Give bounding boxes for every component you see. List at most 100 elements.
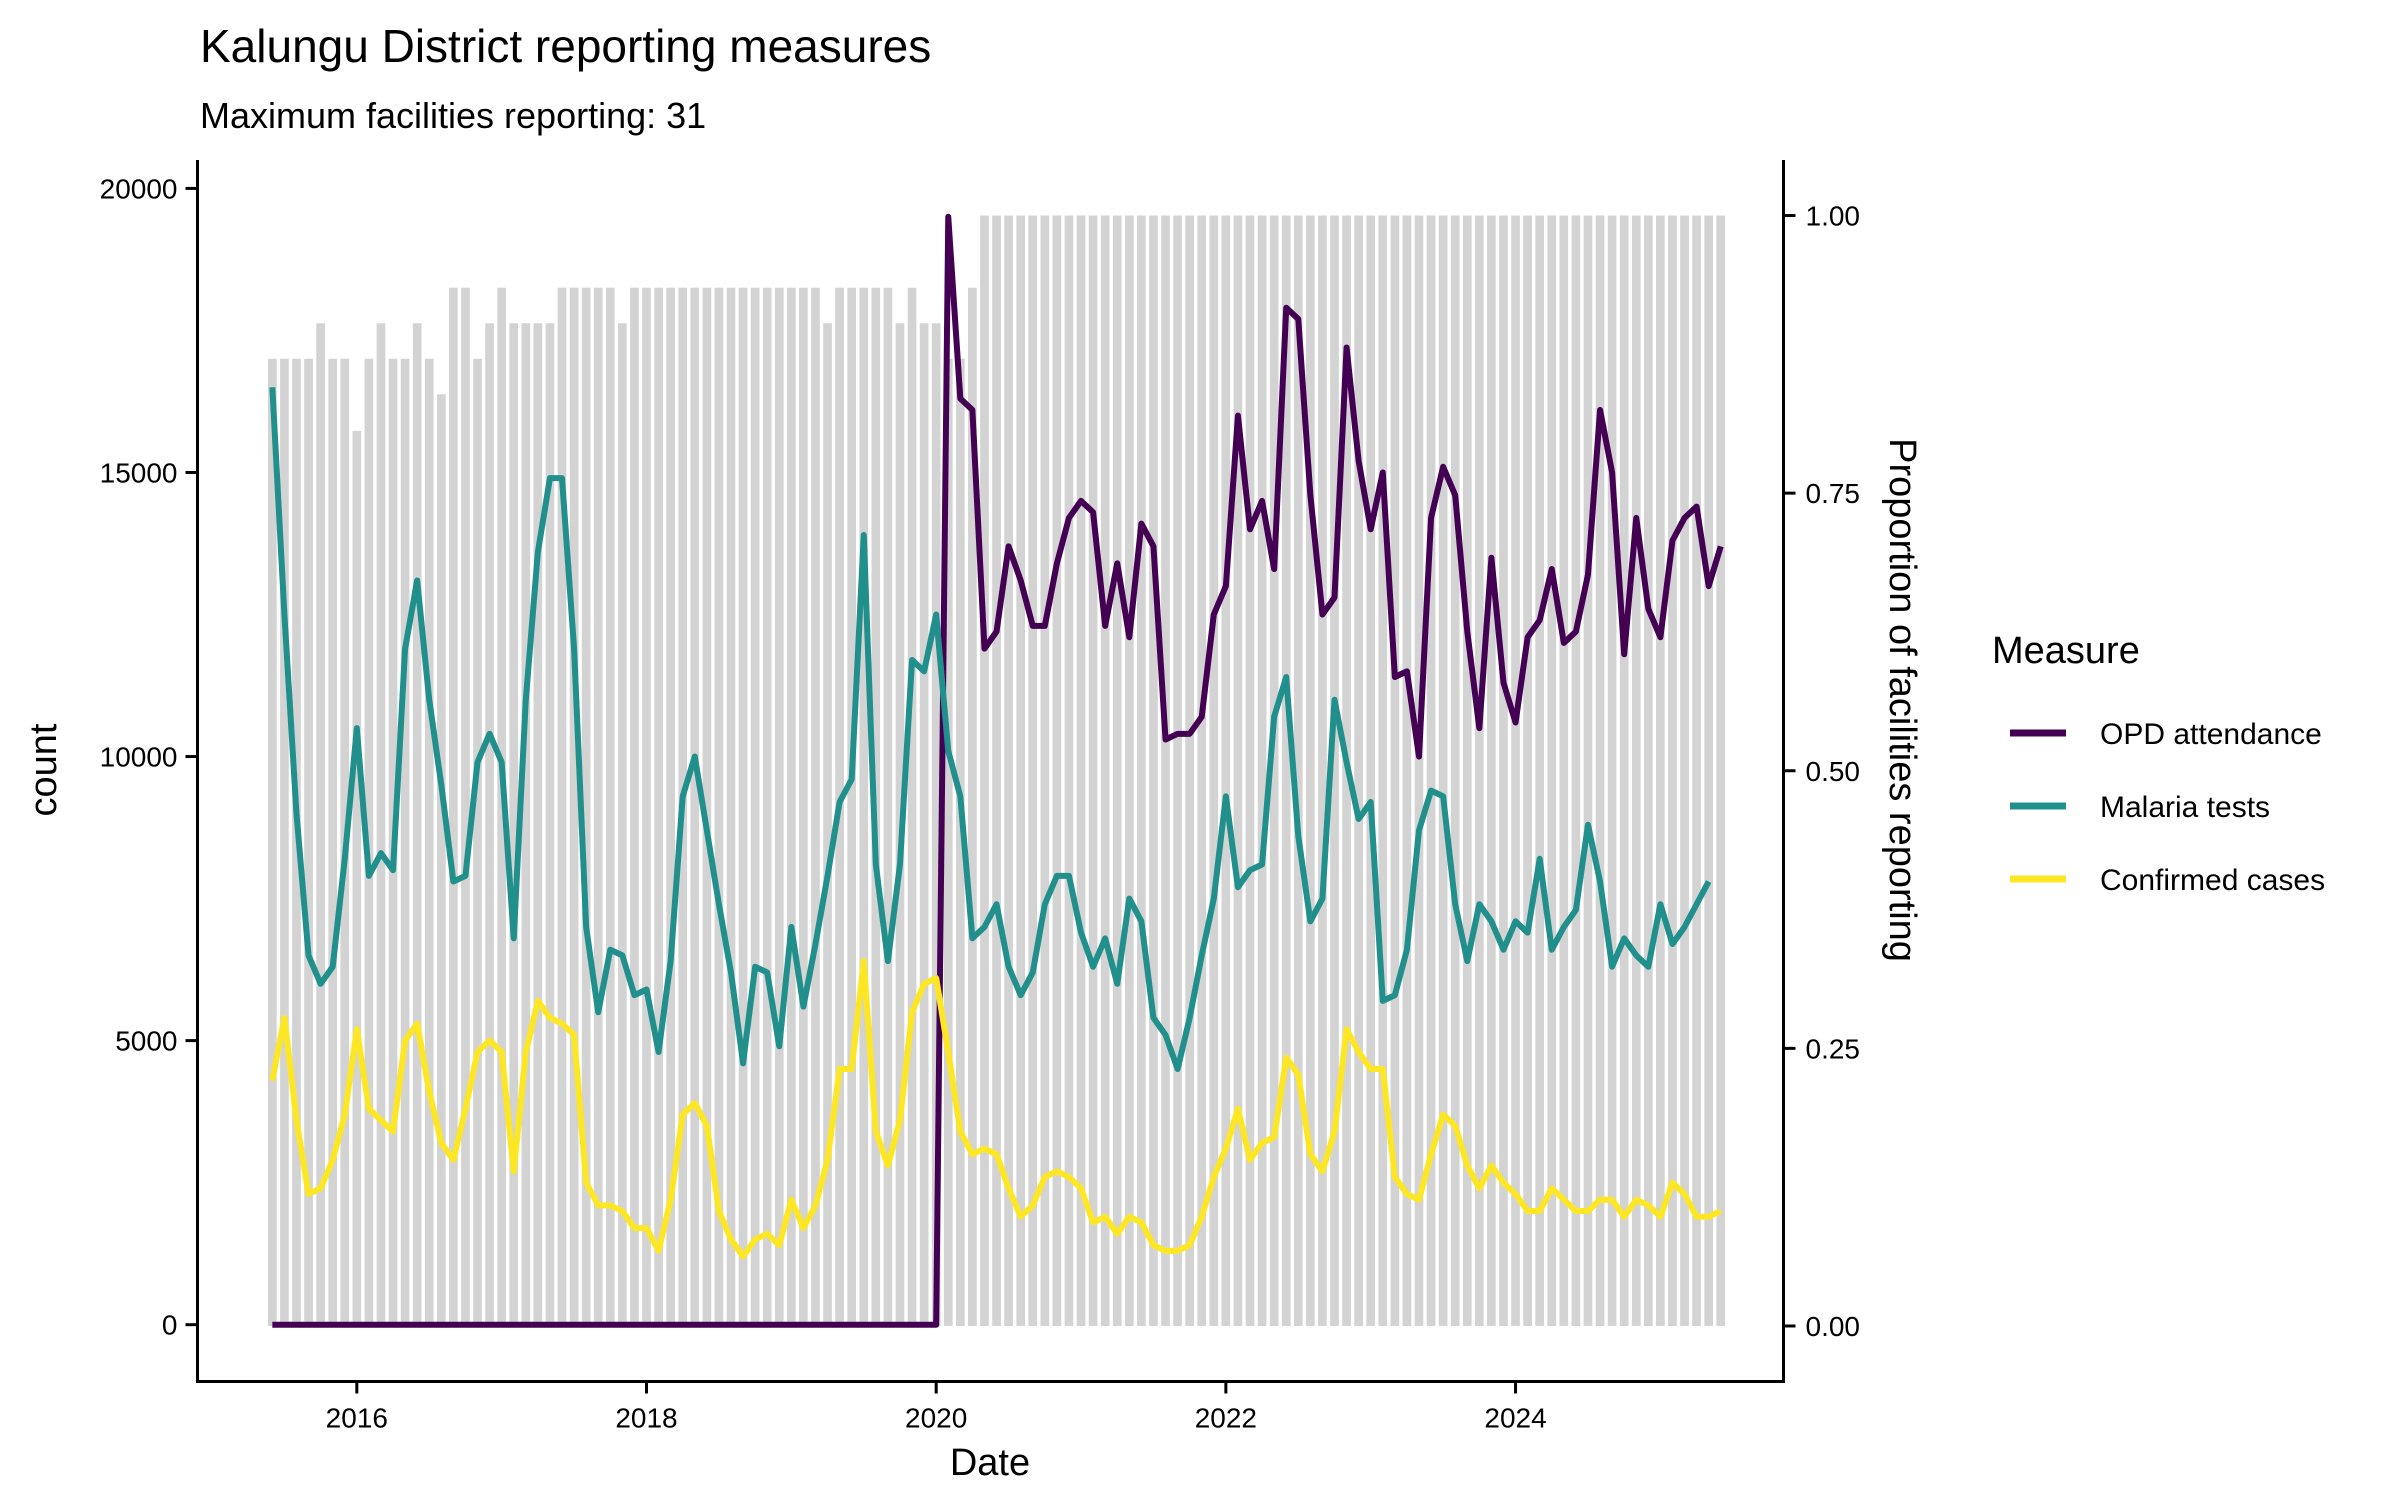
- reporting-bar: [1269, 215, 1279, 1326]
- reporting-bar: [1378, 215, 1388, 1326]
- reporting-bar: [787, 287, 796, 1326]
- reporting-bar: [1559, 215, 1569, 1326]
- reporting-bar: [931, 323, 941, 1326]
- reporting-bar: [943, 358, 953, 1326]
- y2-tick-label: 0.50: [1806, 756, 1861, 787]
- y-axis-ticks: 0 5000 10000 15000 20000: [100, 173, 198, 1341]
- reporting-bar: [1595, 215, 1605, 1326]
- y2-tick-label: 0.00: [1806, 1311, 1861, 1342]
- reporting-bar: [1692, 215, 1701, 1326]
- reporting-bar: [654, 287, 663, 1326]
- reporting-bar: [581, 287, 591, 1326]
- reporting-bar: [1571, 215, 1581, 1326]
- chart-title: Kalungu District reporting measures: [200, 20, 931, 72]
- reporting-bar: [1535, 215, 1545, 1326]
- reporting-bar: [1414, 215, 1424, 1326]
- reporting-bar: [1450, 215, 1460, 1326]
- reporting-bar: [1245, 215, 1255, 1326]
- y-tick-label: 5000: [115, 1026, 177, 1057]
- reporting-bar: [545, 323, 555, 1326]
- y2-tick-label: 0.25: [1806, 1033, 1861, 1064]
- chart-subtitle: Maximum facilities reporting: 31: [200, 95, 706, 136]
- reporting-bar: [1716, 215, 1726, 1326]
- reporting-bar: [859, 287, 869, 1326]
- reporting-bar: [509, 323, 519, 1326]
- reporting-bar: [1390, 215, 1400, 1326]
- series-line-opd-attendance: [272, 213, 1724, 1328]
- legend-title: Measure: [1992, 630, 2140, 672]
- reporting-bar: [376, 323, 386, 1326]
- reporting-bar: [1680, 215, 1689, 1326]
- reporting-bar: [980, 215, 989, 1326]
- reporting-bar: [304, 358, 313, 1326]
- reporting-bar: [1064, 215, 1074, 1326]
- reporting-bar: [1607, 215, 1617, 1326]
- reporting-bar: [352, 430, 362, 1326]
- reporting-bar: [883, 287, 893, 1326]
- reporting-bar: [497, 287, 507, 1326]
- x-tick-label: 2018: [615, 1403, 677, 1434]
- reporting-bar: [1523, 215, 1532, 1326]
- reporting-bar: [1100, 215, 1110, 1326]
- reporting-bar: [618, 323, 627, 1326]
- x-axis-ticks: 2016 2018 2020 2022 2024: [326, 1381, 1547, 1434]
- reporting-bar: [1643, 215, 1653, 1326]
- reporting-bar: [799, 287, 808, 1326]
- reporting-bar: [280, 358, 289, 1326]
- reporting-bar: [1173, 215, 1182, 1326]
- legend: Measure OPD attendance Malaria tests Confi…: [1992, 630, 2325, 897]
- y-tick-label: 10000: [100, 742, 178, 773]
- legend-label: Malaria tests: [2100, 791, 2270, 824]
- reporting-bar: [1462, 215, 1472, 1326]
- reporting-bar: [1438, 215, 1448, 1326]
- reporting-bar: [1281, 215, 1291, 1326]
- reporting-bar: [424, 358, 434, 1326]
- reporting-bar: [593, 287, 603, 1326]
- reporting-bar: [449, 287, 458, 1326]
- y-tick-label: 20000: [100, 173, 178, 204]
- reporting-bar: [328, 358, 338, 1326]
- reporting-bar: [823, 323, 832, 1326]
- reporting-bar: [1197, 215, 1207, 1326]
- reporting-bar: [907, 287, 917, 1326]
- reporting-bar: [1487, 215, 1496, 1326]
- reporting-bar: [1511, 215, 1520, 1326]
- reporting-bar: [1306, 215, 1315, 1326]
- reporting-bar: [968, 287, 977, 1326]
- reporting-bar: [630, 287, 639, 1326]
- reporting-bar: [267, 358, 277, 1326]
- reporting-bar: [569, 287, 579, 1326]
- reporting-bar: [1547, 215, 1557, 1326]
- reporting-bar: [642, 287, 651, 1326]
- reporting-bar: [762, 287, 772, 1326]
- x-tick-label: 2020: [905, 1403, 967, 1434]
- reporting-bar: [1330, 215, 1339, 1326]
- reporting-bar: [1004, 215, 1013, 1326]
- reporting-bar: [1137, 215, 1146, 1326]
- reporting-bar: [1161, 215, 1170, 1326]
- reporting-bar: [1088, 215, 1098, 1326]
- reporting-bar: [919, 323, 929, 1326]
- reporting-bar: [1656, 215, 1665, 1326]
- reporting-bar: [955, 358, 965, 1326]
- reporting-bar: [738, 287, 748, 1326]
- reporting-bar: [811, 287, 820, 1326]
- series-line-malaria-tests: [269, 387, 1712, 1073]
- reporting-bar: [847, 287, 857, 1326]
- reporting-bar: [605, 287, 615, 1326]
- reporting-bar: [690, 287, 700, 1326]
- reporting-bar: [473, 358, 482, 1326]
- reporting-bar: [533, 323, 543, 1326]
- reporting-bar: [1040, 215, 1050, 1326]
- reporting-bar: [1474, 215, 1484, 1326]
- y-tick-label: 0: [162, 1310, 178, 1341]
- reporting-bar: [1052, 215, 1062, 1326]
- legend-label: Confirmed cases: [2100, 864, 2325, 897]
- reporting-bar: [1016, 215, 1026, 1326]
- reporting-bar: [412, 323, 422, 1326]
- series-line-confirmed-cases: [269, 958, 1723, 1260]
- legend-label: OPD attendance: [2100, 718, 2322, 751]
- y2-tick-label: 1.00: [1806, 201, 1861, 232]
- reporting-bar: [485, 323, 494, 1326]
